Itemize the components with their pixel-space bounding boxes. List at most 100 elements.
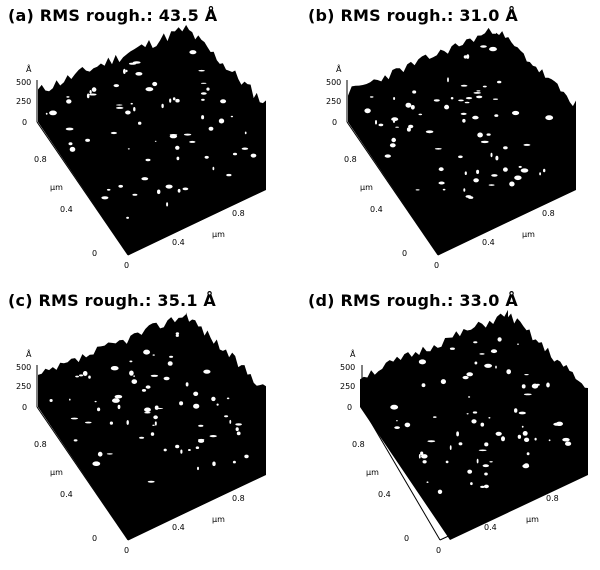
surface-grain <box>110 366 119 371</box>
left-tick-b-0: 0 <box>402 249 407 258</box>
surface-grain <box>144 411 151 414</box>
surface-grain <box>503 167 508 172</box>
surface-grain <box>212 166 215 171</box>
surface-grain <box>463 188 466 192</box>
surface-grain <box>94 400 97 403</box>
surface-grain <box>418 359 426 365</box>
surface-grain <box>546 382 550 388</box>
z-axis-a: Å 500 250 0 <box>16 63 38 127</box>
surface-grain <box>85 138 90 142</box>
surface-grain <box>482 464 489 468</box>
surface-grain <box>404 422 411 428</box>
surface-grain <box>406 127 411 132</box>
surface-grain <box>482 85 487 88</box>
surface-grain <box>462 375 469 380</box>
surface-grain <box>415 189 420 191</box>
surface-grain <box>464 101 470 104</box>
surface-grain <box>495 431 502 436</box>
surface-grain <box>125 110 131 115</box>
surface-grain <box>514 175 522 181</box>
surface-grain <box>152 424 155 426</box>
surface-grain <box>480 422 485 427</box>
surface-grain <box>514 408 518 413</box>
surface-grain <box>433 99 440 102</box>
z-axis-b: Å 500 250 0 <box>326 63 348 127</box>
surface-grain <box>433 416 437 418</box>
surface-grain <box>473 178 479 183</box>
z-tick-d-500: 500 <box>340 363 355 372</box>
afm-surface-plot-d: Å 500 250 0 0.8 μm 0.4 0 0 0.4 μm 0.8 <box>340 309 588 555</box>
surface-grain <box>92 461 101 466</box>
right-tick-c-0.8: 0.8 <box>232 494 245 503</box>
left-tick-c-0: 0 <box>92 534 97 543</box>
surface-grain <box>476 95 483 99</box>
left-tick-c-0.4: 0.4 <box>60 490 73 499</box>
surface-grain <box>200 92 207 95</box>
surface-grain <box>548 439 551 442</box>
surface-grain <box>229 419 232 424</box>
surface-grain <box>112 398 120 403</box>
surface-grain <box>484 472 488 476</box>
surface-grain <box>489 461 493 463</box>
right-tick-a-0.8: 0.8 <box>232 209 245 218</box>
right-axis-c: 0 0.4 μm 0.8 <box>124 474 265 555</box>
surface-grain <box>545 115 554 121</box>
afm-surface-plot-a: Å 500 250 0 0.8 μm 0.4 0 0 0.4 μm 0.8 <box>16 24 266 270</box>
surface-grain <box>494 114 499 117</box>
left-unit-c: μm <box>50 468 63 477</box>
panel-title-a: (a) RMS rough.: 43.5 Å <box>8 6 218 25</box>
surface-grain <box>133 375 135 377</box>
surface-grain <box>438 181 445 185</box>
surface-grain <box>390 404 399 410</box>
surface-grain <box>524 437 530 442</box>
surface-grain <box>488 184 495 186</box>
surface-grain <box>479 353 485 355</box>
surface-grain <box>442 188 446 191</box>
left-tick-c-0.8: 0.8 <box>34 440 47 449</box>
surface-grain <box>497 337 502 342</box>
surface-grain <box>458 99 464 102</box>
surface-grain <box>89 93 97 96</box>
left-axis-a: 0.8 μm 0.4 0 <box>34 121 129 258</box>
surface-grain <box>523 143 531 146</box>
surface-grain <box>378 123 384 127</box>
panel-title-b: (b) RMS rough.: 31.0 Å <box>308 6 518 25</box>
surface-grain <box>458 155 463 159</box>
z-unit-a: Å <box>26 63 32 74</box>
surface-grain <box>138 121 142 125</box>
surface-grain <box>484 363 492 368</box>
surface-grain <box>89 90 92 94</box>
surface-grain <box>520 168 529 173</box>
surface-grain <box>562 437 570 442</box>
surface-grain <box>472 115 479 120</box>
surface-grain <box>418 113 423 116</box>
surface-grain <box>69 398 71 401</box>
surface-grain <box>553 422 562 426</box>
surface-grain <box>521 384 526 389</box>
surface-grain <box>476 90 481 92</box>
surface-grain <box>445 460 449 464</box>
surface-grain <box>444 104 450 110</box>
surface-grain <box>478 449 487 452</box>
surface-grain <box>208 126 214 131</box>
surface-grain <box>45 112 48 115</box>
surface-grain <box>232 152 238 156</box>
right-tick-c-0.4: 0.4 <box>172 523 185 532</box>
surface-grain <box>524 374 529 376</box>
surface-grain <box>517 434 522 439</box>
surface-grain <box>85 421 92 424</box>
surface-grain <box>79 374 84 377</box>
surface-grain <box>425 130 434 134</box>
surface-grain <box>125 69 128 73</box>
surface-grain <box>86 93 90 99</box>
surface-grain <box>143 349 151 355</box>
surface-grain <box>447 77 449 83</box>
z-tick-c-0: 0 <box>22 403 27 412</box>
afm-panel-b: (b) RMS rough.: 31.0 Å Å 500 250 0 0.8 μ… <box>300 0 600 285</box>
surface-grain <box>495 365 497 369</box>
surface-grain <box>418 454 421 459</box>
surface-grain <box>169 98 172 103</box>
surface-grain <box>200 82 207 84</box>
surface-grain <box>126 420 129 425</box>
left-axis-c: 0.8 μm 0.4 0 <box>34 406 129 543</box>
